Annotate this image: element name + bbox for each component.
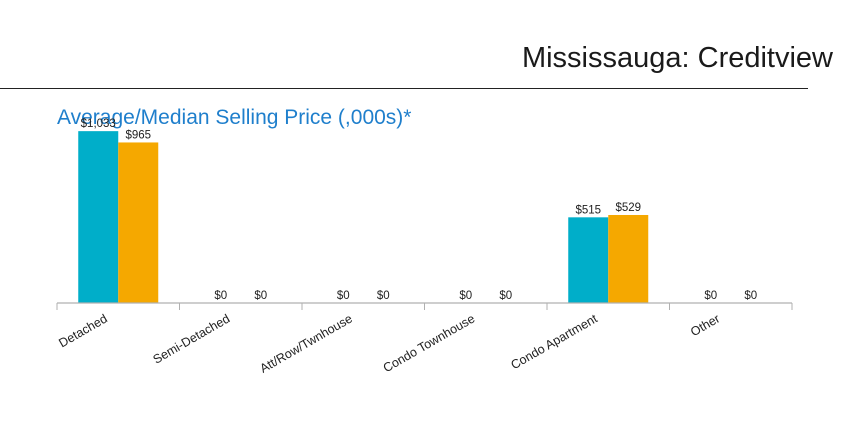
x-tick-label-4: Condo Apartment bbox=[508, 311, 600, 372]
x-tick-label-2: Att/Row/Twnhouse bbox=[257, 311, 354, 375]
x-tick-label-3: Condo Townhouse bbox=[381, 311, 478, 375]
page-title: Mississauga: Creditview bbox=[521, 42, 833, 74]
bars-layer bbox=[78, 131, 649, 303]
data-label-series2-4: $529 bbox=[615, 202, 641, 214]
x-tick-label-5: Other bbox=[688, 311, 722, 339]
title-divider bbox=[0, 88, 808, 89]
x-tick-labels-layer: Detached Semi-Detached Att/Row/Twnhouse Con… bbox=[56, 311, 722, 375]
data-label-series1-0: $1,033 bbox=[81, 118, 116, 130]
data-label-series2-5: $0 bbox=[744, 290, 757, 302]
bar-series2-0 bbox=[118, 142, 159, 303]
data-label-series2-2: $0 bbox=[377, 290, 390, 302]
data-label-series1-2: $0 bbox=[337, 290, 350, 302]
bar-series2-4 bbox=[608, 214, 649, 303]
data-label-series1-4: $515 bbox=[575, 204, 601, 216]
bar-series1-0 bbox=[78, 131, 119, 303]
data-label-series1-1: $0 bbox=[214, 290, 227, 302]
chart-title: Average/Median Selling Price (,000s)* bbox=[57, 106, 412, 129]
x-tick-label-0: Detached bbox=[56, 311, 109, 350]
data-label-series1-5: $0 bbox=[704, 290, 717, 302]
data-label-series2-3: $0 bbox=[499, 290, 512, 302]
data-labels-layer: $1,033 $965 $0 $0 $0 $0 $0 $0 $515 $529 $0 $0 bbox=[81, 118, 757, 302]
data-label-series2-1: $0 bbox=[254, 290, 267, 302]
x-axis bbox=[56, 302, 793, 310]
x-tick-label-1: Semi-Detached bbox=[151, 311, 233, 366]
data-label-series1-3: $0 bbox=[459, 290, 472, 302]
bar-series1-4 bbox=[568, 217, 609, 303]
data-label-series2-0: $965 bbox=[125, 129, 151, 141]
